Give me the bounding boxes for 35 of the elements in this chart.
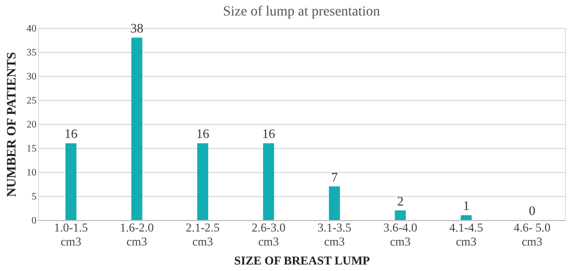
y-tick-label: 0 [32,216,36,226]
y-tick-label: 35 [26,48,36,58]
data-label: 0 [528,203,536,218]
y-axis-title: NUMBER OF PATIENTS [4,52,18,197]
bar [65,143,76,220]
y-tick-label: 40 [26,24,36,34]
bar [460,215,472,220]
x-tick-label: 3.6-4.0 cm3 [383,220,418,248]
data-label: 7 [331,169,338,184]
bar [328,186,340,220]
x-tick-label: 1.0-1.5 cm3 [54,220,88,248]
x-tick-label: 2.6-3.0 cm3 [252,220,286,248]
x-tick-label: 2.1-2.5 cm3 [186,220,220,248]
bar [263,143,274,220]
x-tick-label: 1.6-2.0 cm3 [120,220,154,248]
x-axis-title: SIZE OF BREAST LUMP [234,254,370,268]
bar [394,210,406,220]
chart-title: Size of lump at presentation [222,4,380,20]
bar [131,38,142,220]
y-tick-label: 25 [26,96,36,106]
data-label: 1 [462,198,470,214]
y-tick-label: 30 [26,72,36,82]
data-label: 16 [196,126,210,142]
data-label: 2 [397,193,404,208]
x-tick-label: 3.1-3.5 cm3 [317,220,352,248]
data-label: 16 [262,126,276,142]
y-tick-label: 15 [26,144,36,154]
y-tick-label: 10 [26,168,36,178]
y-tick-label: 5 [32,192,36,202]
y-tick-label: 20 [26,120,36,130]
bar [197,143,208,220]
data-label: 16 [64,126,78,142]
x-tick-label: 4.6- 5.0 cm3 [514,220,551,248]
x-tick-label: 4.1-4.5 cm3 [449,220,484,248]
data-label: 38 [130,20,144,36]
